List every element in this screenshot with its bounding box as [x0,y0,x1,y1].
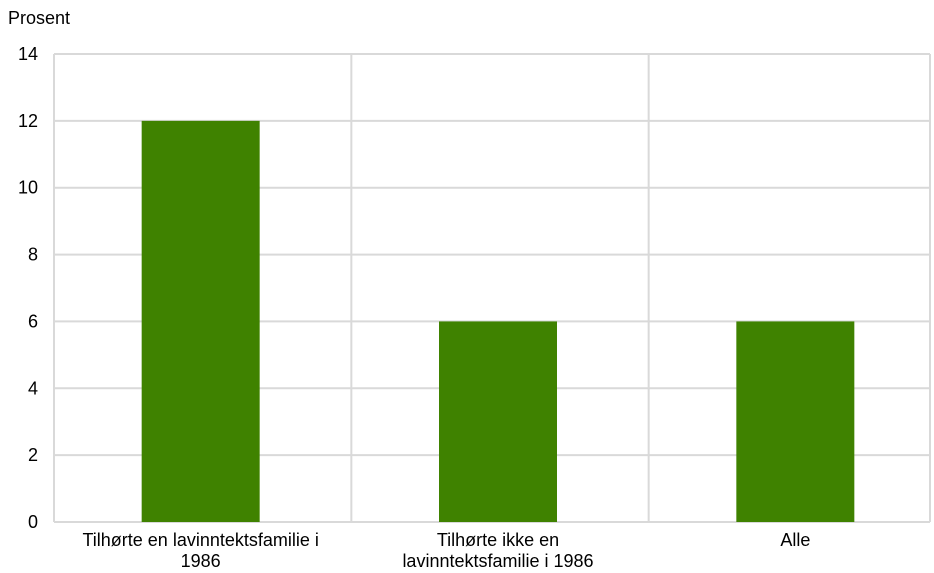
x-category-label: lavinntektsfamilie i 1986 [402,551,593,571]
x-category-label: Alle [780,530,810,550]
bars [141,120,855,522]
y-tick-label: 0 [28,512,38,532]
y-tick-labels: 0 2 4 6 8 10 12 14 [18,44,38,532]
y-tick-label: 4 [28,378,38,398]
y-tick-label: 14 [18,44,38,64]
bar [439,321,557,522]
bar [141,120,260,522]
x-category-label: Tilhørte ikke en [437,530,559,550]
y-tick-label: 8 [28,245,38,265]
y-tick-label: 10 [18,178,38,198]
y-axis-title: Prosent [8,8,70,28]
y-tick-label: 2 [28,445,38,465]
y-tick-label: 12 [18,111,38,131]
x-category-label: Tilhørte en lavinntektsfamilie i [82,530,318,550]
y-tick-label: 6 [28,311,38,331]
x-category-label: 1986 [181,551,221,571]
bar [736,321,855,522]
